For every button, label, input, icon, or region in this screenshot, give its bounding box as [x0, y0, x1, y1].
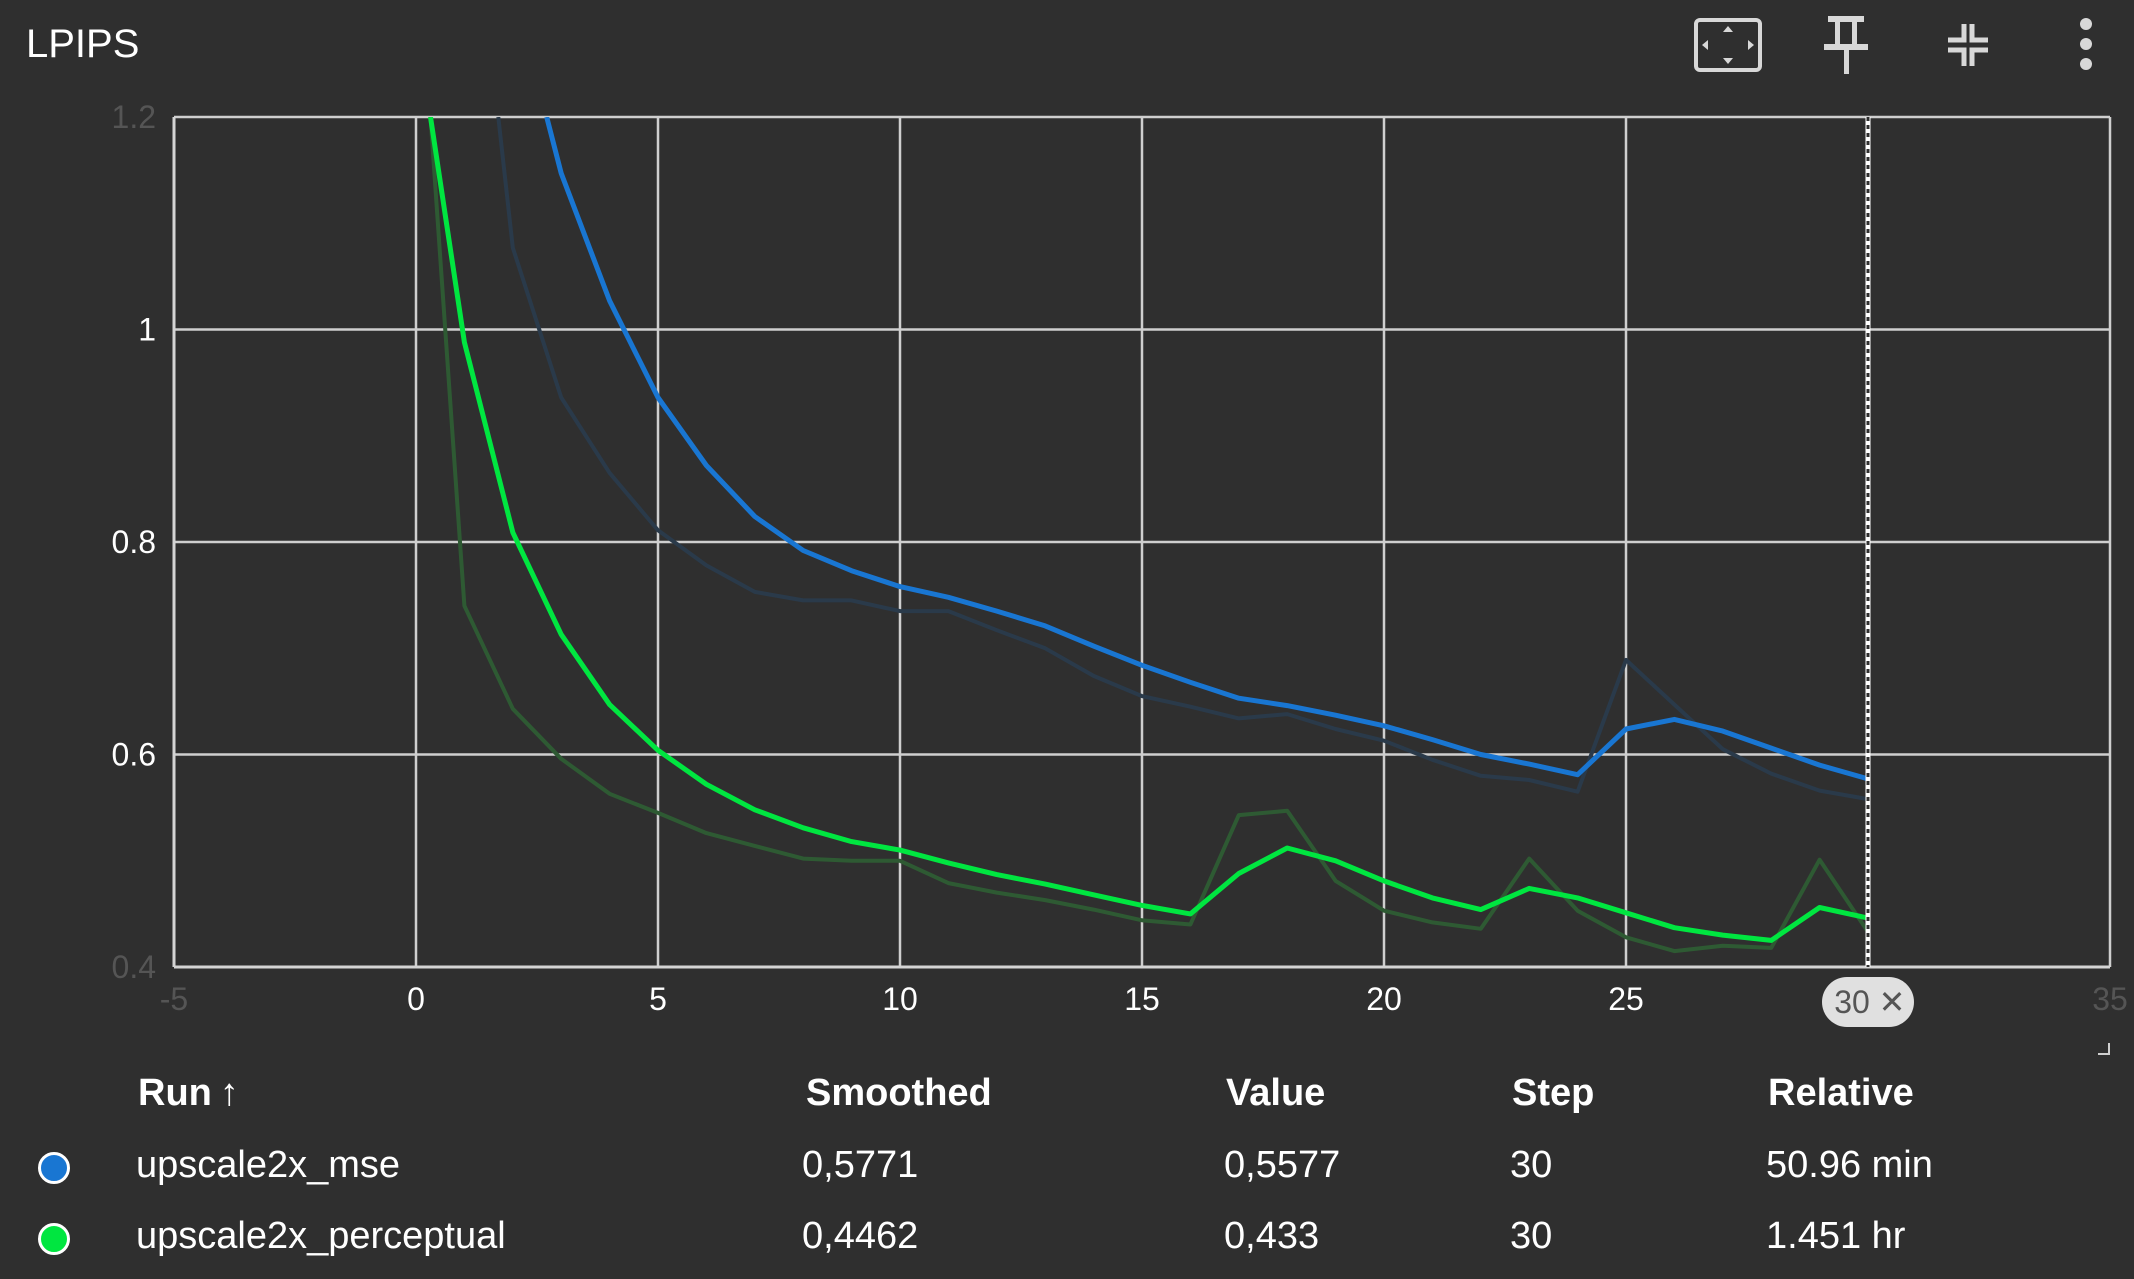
relative-column-header[interactable]: Relative	[1768, 1072, 1914, 1114]
relative-time: 50.96 min	[1766, 1144, 1933, 1186]
series-group	[428, 117, 1870, 954]
smoothed-value: 0,4462	[802, 1215, 919, 1257]
raw-value: 0,5577	[1224, 1144, 1341, 1186]
smoothed-column-header[interactable]: Smoothed	[806, 1072, 992, 1114]
collapse-icon	[1948, 24, 1988, 66]
y-tick-label: 1	[138, 312, 156, 348]
x-tick-label: 5	[649, 981, 667, 1017]
more-vert-icon	[2080, 18, 2092, 70]
run-name: upscale2x_perceptual	[136, 1215, 506, 1257]
raw-line-upscale2x-perceptual[interactable]	[428, 117, 1870, 954]
x-tick-label: -5	[160, 981, 188, 1017]
smoothed-line-upscale2x-mse[interactable]	[544, 117, 1869, 782]
smoothed-line-upscale2x-perceptual[interactable]	[428, 117, 1869, 943]
x-tick-label: 35	[2092, 981, 2128, 1017]
pin-button[interactable]	[1804, 10, 1888, 80]
pin-icon	[1824, 16, 1868, 74]
x-tick-label: 15	[1124, 981, 1160, 1017]
value-column-header[interactable]: Value	[1226, 1072, 1326, 1114]
run-name: upscale2x_mse	[136, 1144, 401, 1186]
close-icon[interactable]: ✕	[1879, 983, 1906, 1021]
run-color-swatch[interactable]	[38, 1223, 70, 1255]
resize-handle[interactable]	[2098, 1043, 2110, 1055]
fit-to-domain-button[interactable]	[1686, 10, 1770, 80]
step-value: 30	[1510, 1215, 1553, 1257]
relative-time: 1.451 hr	[1766, 1215, 1906, 1257]
collapse-button[interactable]	[1926, 10, 2010, 80]
x-tick-label: 25	[1608, 981, 1644, 1017]
fit-to-domain-icon	[1694, 18, 1762, 72]
y-tick-label: 1.2	[112, 99, 156, 135]
step-column-header[interactable]: Step	[1512, 1072, 1595, 1114]
y-tick-label: 0.6	[112, 737, 156, 773]
run-column-header[interactable]: Run ↑	[138, 1072, 239, 1115]
step-cursor-label: 30	[1834, 984, 1870, 1020]
card-title: LPIPS	[26, 22, 140, 66]
lpips-chart[interactable]: -5 0 5 10 15 20 25 35 0.4 0.6 0.8 1 1.2 30 ✕	[0, 0, 2134, 1060]
smoothed-value: 0,5771	[802, 1144, 919, 1186]
raw-value: 0,433	[1224, 1215, 1320, 1257]
x-tick-label: 20	[1366, 981, 1402, 1017]
y-tick-label: 0.4	[112, 949, 156, 985]
raw-line-upscale2x-mse[interactable]	[496, 117, 1869, 802]
more-menu-button[interactable]	[2044, 10, 2128, 80]
run-color-swatch[interactable]	[38, 1152, 70, 1184]
run-header-label: Run	[138, 1072, 212, 1114]
x-tick-label: 10	[882, 981, 918, 1017]
step-cursor-chip[interactable]	[1822, 977, 1914, 1027]
x-tick-label: 0	[407, 981, 425, 1017]
y-tick-label: 0.8	[112, 524, 156, 560]
step-value: 30	[1510, 1144, 1553, 1186]
sort-ascending-icon: ↑	[219, 1072, 239, 1114]
